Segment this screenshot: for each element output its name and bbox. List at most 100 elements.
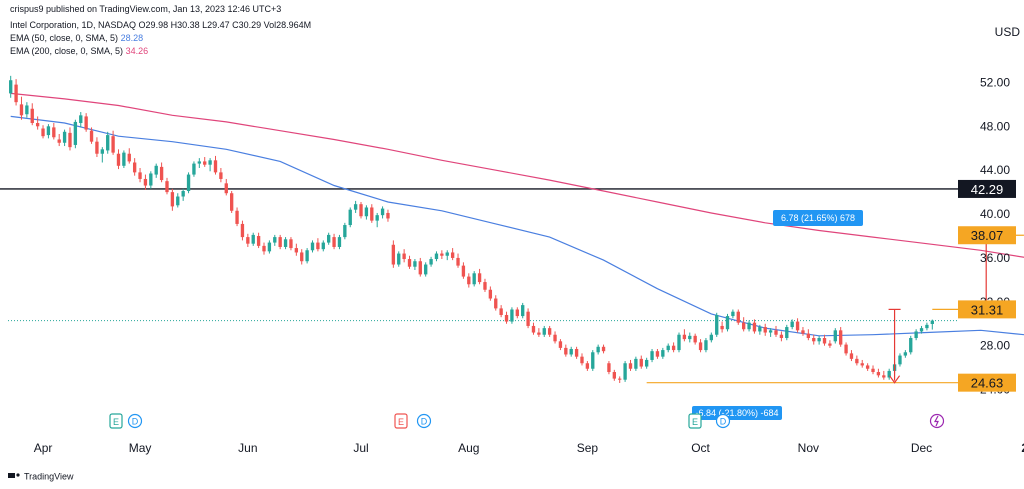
candle[interactable] (353, 200, 358, 213)
candle[interactable] (289, 237, 293, 251)
candle[interactable] (256, 232, 261, 249)
candle[interactable] (310, 240, 315, 253)
candle[interactable] (661, 347, 665, 359)
candle[interactable] (283, 237, 288, 250)
candle[interactable] (450, 248, 455, 261)
earnings-marker[interactable]: E (688, 413, 702, 429)
candle[interactable] (903, 350, 908, 358)
candle[interactable] (300, 249, 304, 265)
candle[interactable] (68, 127, 72, 151)
candle[interactable] (634, 356, 638, 371)
candle[interactable] (542, 325, 546, 337)
candle[interactable] (919, 325, 924, 334)
candle[interactable] (62, 129, 67, 147)
candle[interactable] (219, 167, 223, 183)
candle[interactable] (46, 124, 51, 139)
candle[interactable] (704, 338, 708, 353)
candle[interactable] (623, 361, 627, 382)
candle[interactable] (698, 339, 703, 353)
candle[interactable] (84, 113, 88, 132)
candle[interactable] (305, 248, 309, 264)
candle[interactable] (644, 357, 649, 369)
candle[interactable] (774, 325, 778, 337)
candle[interactable] (833, 328, 837, 344)
candle[interactable] (876, 368, 881, 378)
candle[interactable] (359, 201, 363, 219)
candle[interactable] (488, 286, 493, 301)
candle[interactable] (267, 240, 272, 254)
candle[interactable] (580, 353, 584, 366)
candle[interactable] (504, 311, 509, 324)
candle[interactable] (564, 344, 568, 357)
dividend-marker[interactable]: D (715, 413, 731, 429)
candle[interactable] (812, 334, 816, 345)
candle[interactable] (865, 363, 870, 371)
dividend-marker[interactable]: D (127, 413, 143, 429)
candle[interactable] (440, 250, 444, 260)
candle[interactable] (795, 318, 800, 333)
candle[interactable] (887, 368, 891, 380)
candle[interactable] (553, 331, 557, 344)
candle[interactable] (321, 240, 325, 252)
candle[interactable] (176, 193, 180, 208)
candle[interactable] (348, 207, 352, 228)
candle[interactable] (445, 250, 449, 261)
candle[interactable] (709, 332, 714, 343)
candle[interactable] (909, 335, 913, 355)
candle[interactable] (618, 376, 622, 383)
candle[interactable] (526, 308, 530, 329)
candle[interactable] (763, 323, 767, 336)
candle[interactable] (397, 251, 401, 267)
candle[interactable] (828, 340, 832, 348)
candle[interactable] (380, 206, 385, 219)
candle[interactable] (682, 329, 687, 342)
candle[interactable] (100, 147, 104, 163)
candle[interactable] (790, 319, 794, 330)
candle[interactable] (801, 327, 805, 336)
candle[interactable] (364, 205, 369, 220)
candle[interactable] (170, 188, 175, 211)
candle[interactable] (483, 278, 487, 292)
candle[interactable] (52, 123, 56, 140)
candle[interactable] (456, 253, 460, 268)
candle[interactable] (197, 158, 201, 168)
candle[interactable] (736, 309, 740, 325)
candle[interactable] (337, 234, 342, 250)
candle[interactable] (273, 234, 277, 246)
candle[interactable] (882, 370, 886, 380)
candle[interactable] (19, 96, 24, 120)
candle[interactable] (402, 249, 406, 263)
candle[interactable] (391, 240, 396, 268)
candle[interactable] (758, 324, 762, 335)
candle[interactable] (806, 329, 811, 341)
candle[interactable] (596, 344, 600, 355)
candle[interactable] (768, 328, 773, 337)
candle[interactable] (262, 242, 266, 255)
candle[interactable] (159, 162, 164, 183)
candle[interactable] (73, 119, 78, 149)
candle[interactable] (467, 273, 471, 288)
candle[interactable] (839, 327, 843, 347)
candle[interactable] (246, 233, 250, 247)
candle[interactable] (607, 361, 611, 375)
candle[interactable] (650, 348, 654, 363)
candle[interactable] (715, 312, 719, 337)
candle[interactable] (186, 172, 191, 194)
candle[interactable] (515, 307, 519, 319)
candle[interactable] (192, 161, 196, 177)
candle[interactable] (111, 130, 115, 155)
candle[interactable] (531, 322, 536, 335)
candle[interactable] (154, 163, 158, 178)
candle[interactable] (671, 342, 676, 353)
candle[interactable] (208, 158, 212, 172)
candle[interactable] (752, 319, 757, 334)
candle[interactable] (472, 271, 476, 287)
candle[interactable] (327, 232, 331, 245)
candle[interactable] (569, 346, 573, 357)
candle[interactable] (149, 171, 153, 189)
candle[interactable] (666, 343, 670, 353)
candle[interactable] (720, 321, 724, 333)
candle[interactable] (235, 207, 239, 227)
candle[interactable] (35, 116, 40, 130)
